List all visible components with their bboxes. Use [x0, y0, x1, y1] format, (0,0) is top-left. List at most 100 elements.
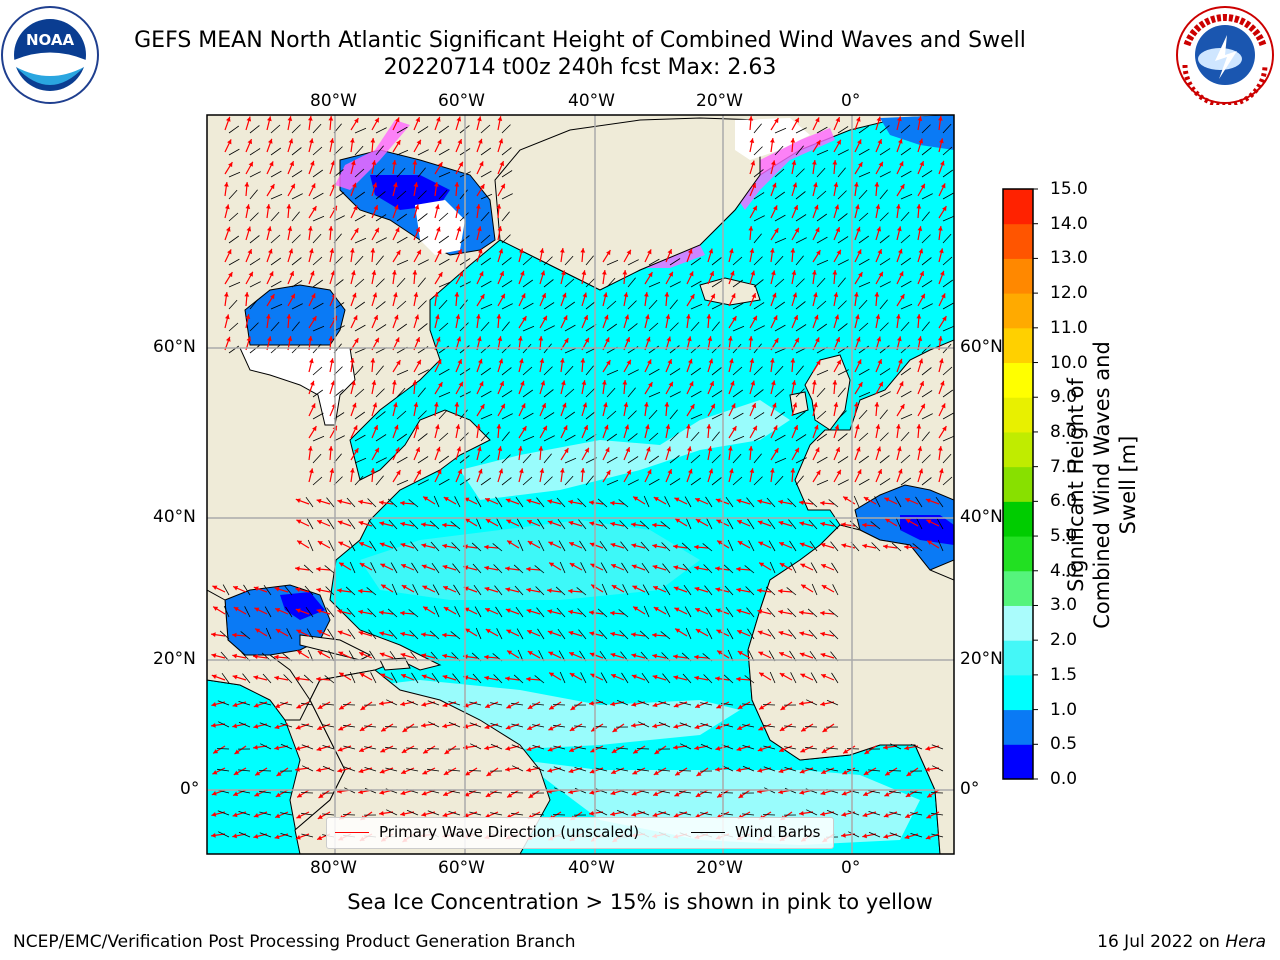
wind-barb: [283, 674, 293, 684]
wind-barb: [354, 388, 365, 398]
wind-barb: [532, 813, 545, 816]
wave-direction-arrowhead: [499, 381, 504, 387]
wind-barb: [837, 259, 849, 266]
wave-direction-arrowhead: [876, 336, 882, 342]
wave-direction-arrowhead: [897, 446, 902, 452]
wind-barb: [501, 193, 513, 200]
wave-direction-arrowhead: [772, 182, 777, 188]
wave-direction-arrowhead: [497, 116, 503, 121]
wind-barb: [396, 236, 408, 244]
wind-barb: [543, 453, 552, 464]
wind-barb: [535, 586, 545, 596]
wind-barb: [305, 606, 314, 618]
wave-direction-arrowhead: [352, 292, 357, 298]
wave-direction-arrowhead: [476, 314, 481, 319]
wind-barb: [564, 255, 574, 266]
wind-barb: [774, 475, 784, 486]
wave-direction-arrowhead: [710, 403, 715, 409]
wave-direction-arrowhead: [675, 518, 681, 523]
wind-barb: [386, 699, 398, 706]
wind-barb: [228, 281, 241, 288]
wind-barb: [249, 322, 259, 332]
wave-direction-arrowhead: [359, 747, 365, 752]
wind-barb: [552, 814, 566, 816]
wave-direction-arrowhead: [526, 608, 532, 614]
wind-barb: [301, 812, 314, 816]
wave-direction-arrowhead: [337, 520, 343, 525]
wind-barb: [454, 606, 461, 618]
colorbar-tick-label: 4.0: [1050, 560, 1078, 581]
wave-direction-arrowhead: [211, 833, 216, 838]
wind-barb: [942, 412, 954, 420]
wind-barb: [700, 723, 713, 728]
wave-direction-arrowhead: [505, 587, 511, 592]
wind-barb: [664, 496, 671, 508]
wind-barb: [301, 702, 314, 706]
wave-direction-arrowhead: [836, 469, 841, 475]
wave-direction-arrowhead: [421, 674, 427, 679]
wave-direction-arrowhead: [799, 701, 804, 706]
wave-direction-arrowhead: [329, 248, 335, 253]
wind-barb: [501, 234, 511, 244]
wind-barb: [753, 389, 764, 398]
wave-direction-arrowhead: [329, 468, 335, 473]
wave-direction-arrowhead: [694, 654, 699, 660]
wave-direction-arrowhead: [295, 835, 301, 840]
wave-direction-arrowhead: [416, 469, 421, 475]
wind-barb: [469, 722, 482, 728]
wave-direction-arrowhead: [674, 792, 680, 797]
wave-direction-arrowhead: [421, 522, 426, 527]
wave-direction-arrowhead: [456, 226, 462, 232]
wave-direction-arrowhead: [589, 610, 594, 615]
wind-barb: [935, 496, 944, 508]
wind-barb: [597, 608, 608, 618]
wind-barb: [305, 496, 314, 508]
wind-barb: [280, 812, 293, 816]
wind-barb: [810, 562, 818, 574]
wave-direction-arrowhead: [254, 792, 260, 797]
wind-barb: [513, 674, 524, 684]
wave-direction-arrowhead: [875, 424, 881, 429]
wind-barb: [789, 540, 797, 552]
wave-direction-arrowhead: [370, 138, 376, 143]
wind-barb: [375, 301, 386, 310]
wind-barb: [291, 124, 301, 134]
wave-direction-arrowhead: [308, 446, 313, 451]
wave-direction-arrowhead: [379, 542, 385, 547]
wind-barb: [522, 476, 533, 486]
wind-barb: [858, 345, 870, 354]
wind-barb: [228, 258, 240, 266]
wave-direction-arrowhead: [665, 314, 671, 319]
wind-barb: [263, 584, 272, 596]
wind-barb: [690, 454, 701, 464]
wave-direction-arrowhead: [444, 749, 450, 754]
wind-barb: [417, 433, 428, 442]
wind-barb: [270, 234, 281, 244]
wind-barb: [243, 584, 251, 596]
wave-direction-arrowhead: [350, 138, 355, 143]
wind-barb: [431, 562, 440, 574]
wind-barb: [574, 725, 587, 728]
wind-barb: [847, 768, 860, 772]
wave-direction-arrowhead: [316, 746, 322, 752]
wave-direction-arrowhead: [623, 402, 629, 407]
wind-barb: [600, 672, 608, 684]
wind-barb: [643, 495, 650, 508]
wind-barb: [900, 390, 912, 398]
wave-direction-arrowhead: [296, 629, 302, 634]
wind-barb: [768, 540, 776, 552]
wave-direction-arrowhead: [232, 632, 237, 638]
wind-barb: [249, 281, 261, 288]
wind-barb: [480, 390, 492, 398]
wind-barb: [810, 672, 818, 684]
colorbar-tick-label: 3.0: [1050, 595, 1078, 616]
wind-barb: [480, 367, 492, 376]
wind-barb: [270, 147, 282, 156]
wave-direction-arrowhead: [855, 424, 860, 430]
wind-barb: [722, 765, 734, 772]
wind-barb: [606, 387, 616, 398]
wind-barb: [742, 703, 755, 706]
wind-barb: [228, 299, 238, 310]
wind-barb: [685, 627, 692, 640]
wave-direction-arrowhead: [479, 381, 484, 387]
